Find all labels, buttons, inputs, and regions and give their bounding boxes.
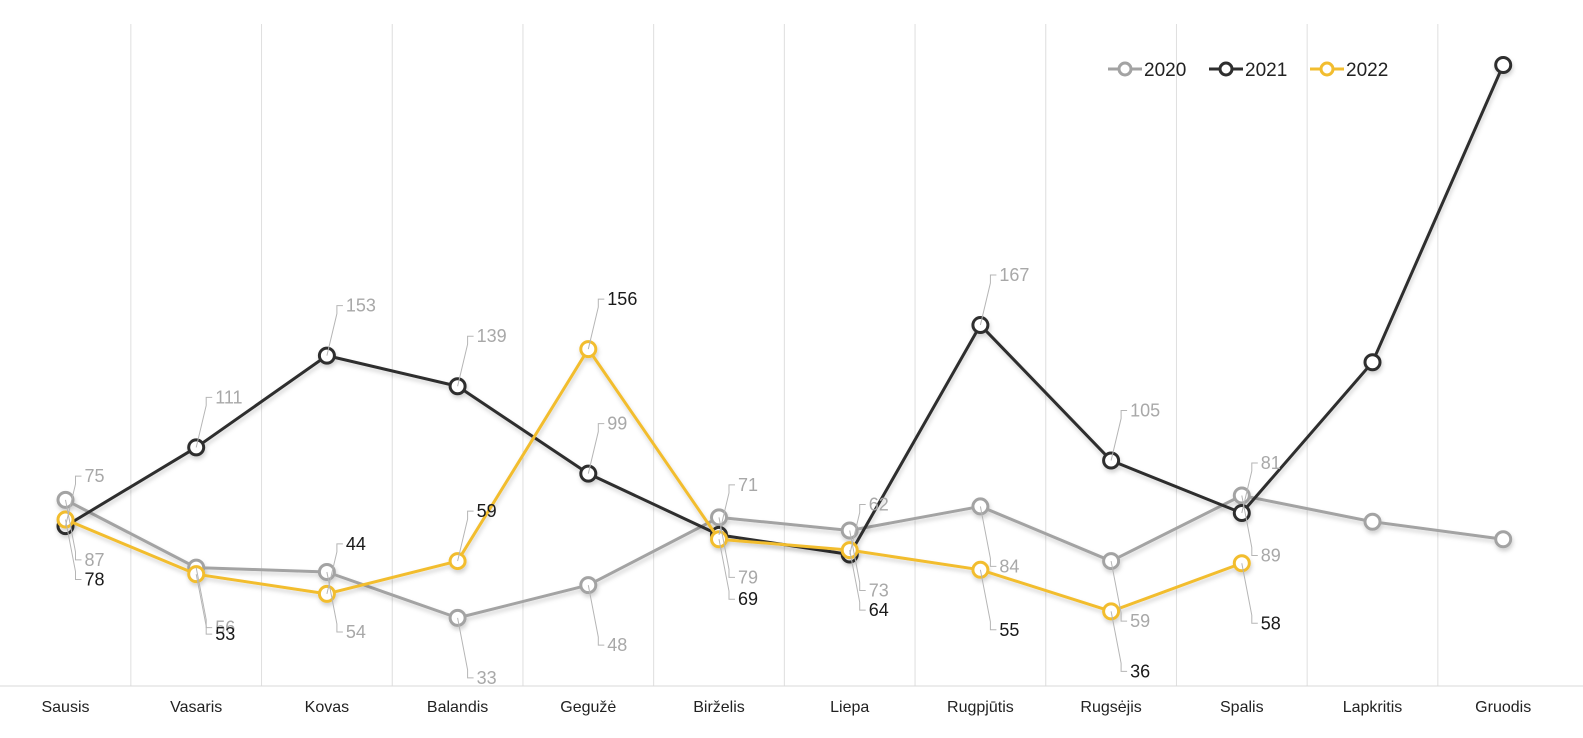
legend-label-2021: 2021 [1245, 60, 1287, 81]
data-label-2021-liepa: 62 [869, 495, 889, 515]
leader-line [1241, 462, 1258, 514]
x-tick-label-geguze: Gegužė [560, 699, 616, 716]
data-label-2020-sausis: 87 [85, 550, 105, 570]
series-line-2020 [64, 494, 1504, 620]
legend-label-2022: 2022 [1346, 60, 1388, 81]
data-label-2020-rugsejis: 59 [1130, 611, 1150, 631]
x-tick-label-rugsejis: Rugsėjis [1080, 699, 1141, 716]
data-label-2021-balandis: 139 [477, 326, 507, 346]
leader-line [979, 569, 997, 631]
leader-line [65, 519, 82, 581]
data-label-2022-sausis: 78 [85, 570, 105, 590]
data-label-2021-birzelis: 71 [738, 475, 758, 495]
data-label-2021-geguze: 99 [607, 414, 627, 434]
legend-item-2022: 2022 [1310, 60, 1388, 81]
data-label-2021-sausis: 75 [85, 466, 105, 486]
series-2020 [56, 486, 1513, 627]
point-2020-lapkritis [1363, 512, 1382, 531]
x-tick-label-birzelis: Birželis [693, 699, 745, 716]
leader-line [1241, 495, 1258, 557]
leader-line [587, 298, 605, 350]
data-label-2021-kovas: 153 [346, 296, 376, 316]
x-tick-label-kovas: Kovas [305, 699, 349, 716]
data-label-2020-liepa: 73 [869, 580, 889, 600]
legend-label-2020: 2020 [1144, 60, 1186, 81]
data-label-2022-liepa: 64 [869, 600, 889, 620]
point-2021-gruodis [1494, 56, 1513, 74]
leader-line [326, 571, 343, 633]
leader-line [979, 274, 997, 326]
data-label-2022-rugsejis: 36 [1130, 661, 1150, 681]
x-tick-label-lapkritis: Lapkritis [1343, 699, 1403, 716]
data-label-2022-kovas: 44 [346, 534, 366, 554]
leader-line [1110, 611, 1128, 672]
data-label-2020-kovas: 54 [346, 622, 366, 642]
x-axis-category-labels: Sausis Vasaris Kovas Balandis Gegužė Birželis… [41, 699, 1531, 716]
leader-line [849, 504, 866, 555]
leader-line [718, 484, 735, 535]
leader-line [457, 335, 474, 387]
data-label-2021-rugpjutis: 167 [999, 265, 1029, 285]
data-label-2022-vasaris: 53 [215, 624, 235, 644]
legend-swatch-marker [1319, 61, 1335, 77]
leader-line [587, 585, 605, 646]
data-label-2020-spalis: 89 [1261, 546, 1281, 566]
data-label-2022-spalis: 58 [1261, 613, 1281, 633]
leader-line [326, 543, 343, 594]
legend-swatch-marker [1218, 61, 1234, 77]
vertical-gridlines [130, 24, 1439, 686]
leader-line [1110, 560, 1128, 622]
point-2021-lapkritis [1363, 353, 1382, 372]
leader-line [849, 530, 866, 591]
x-tick-label-vasaris: Vasaris [170, 699, 222, 716]
data-label-2021-spalis: 81 [1261, 453, 1281, 473]
legend: 2020 2021 2022 [1108, 60, 1388, 81]
data-label-2020-birzelis: 79 [738, 567, 758, 587]
data-label-2020-vasaris: 56 [215, 618, 235, 638]
data-label-2020-rugpjutis: 84 [999, 556, 1019, 576]
leader-line [457, 617, 474, 679]
x-tick-label-rugpjutis: Rugpjūtis [947, 699, 1014, 716]
legend-item-2020: 2020 [1108, 60, 1186, 81]
leader-line [587, 423, 605, 474]
data-label-2021-vasaris: 111 [215, 387, 242, 407]
data-label-2022-rugpjutis: 55 [999, 620, 1019, 640]
legend-swatch-marker [1117, 61, 1133, 77]
x-tick-label-liepa: Liepa [830, 699, 869, 716]
leader-line [195, 574, 213, 635]
data-labels: 87 56 54 33 48 79 73 84 59 89 75 111 153 139 99 71 62 167… [65, 265, 1281, 688]
data-label-2020-geguze: 48 [607, 635, 627, 655]
leader-line [326, 305, 343, 356]
leader-line [65, 475, 82, 527]
x-tick-label-sausis: Sausis [41, 699, 89, 716]
data-label-2020-balandis: 33 [477, 668, 497, 688]
x-tick-label-gruodis: Gruodis [1475, 699, 1531, 716]
leader-line [718, 517, 735, 578]
data-label-2022-birzelis: 69 [738, 589, 758, 609]
x-tick-label-spalis: Spalis [1220, 699, 1264, 716]
x-tick-label-balandis: Balandis [427, 699, 488, 716]
leader-line [1110, 410, 1128, 461]
leader-line [65, 499, 82, 561]
leader-line [195, 396, 213, 448]
point-2020-gruodis [1494, 530, 1513, 549]
data-label-2022-balandis: 59 [477, 501, 497, 521]
data-label-2021-rugsejis: 105 [1130, 401, 1160, 421]
leader-line [1241, 563, 1258, 624]
series-lines [56, 56, 1513, 627]
leader-line [849, 550, 866, 611]
leader-line [457, 510, 474, 562]
leader-line [979, 506, 997, 567]
legend-item-2021: 2021 [1209, 60, 1287, 81]
data-label-2022-geguze: 156 [607, 289, 637, 309]
leader-line [718, 539, 735, 600]
series-line-2022 [64, 347, 1243, 613]
